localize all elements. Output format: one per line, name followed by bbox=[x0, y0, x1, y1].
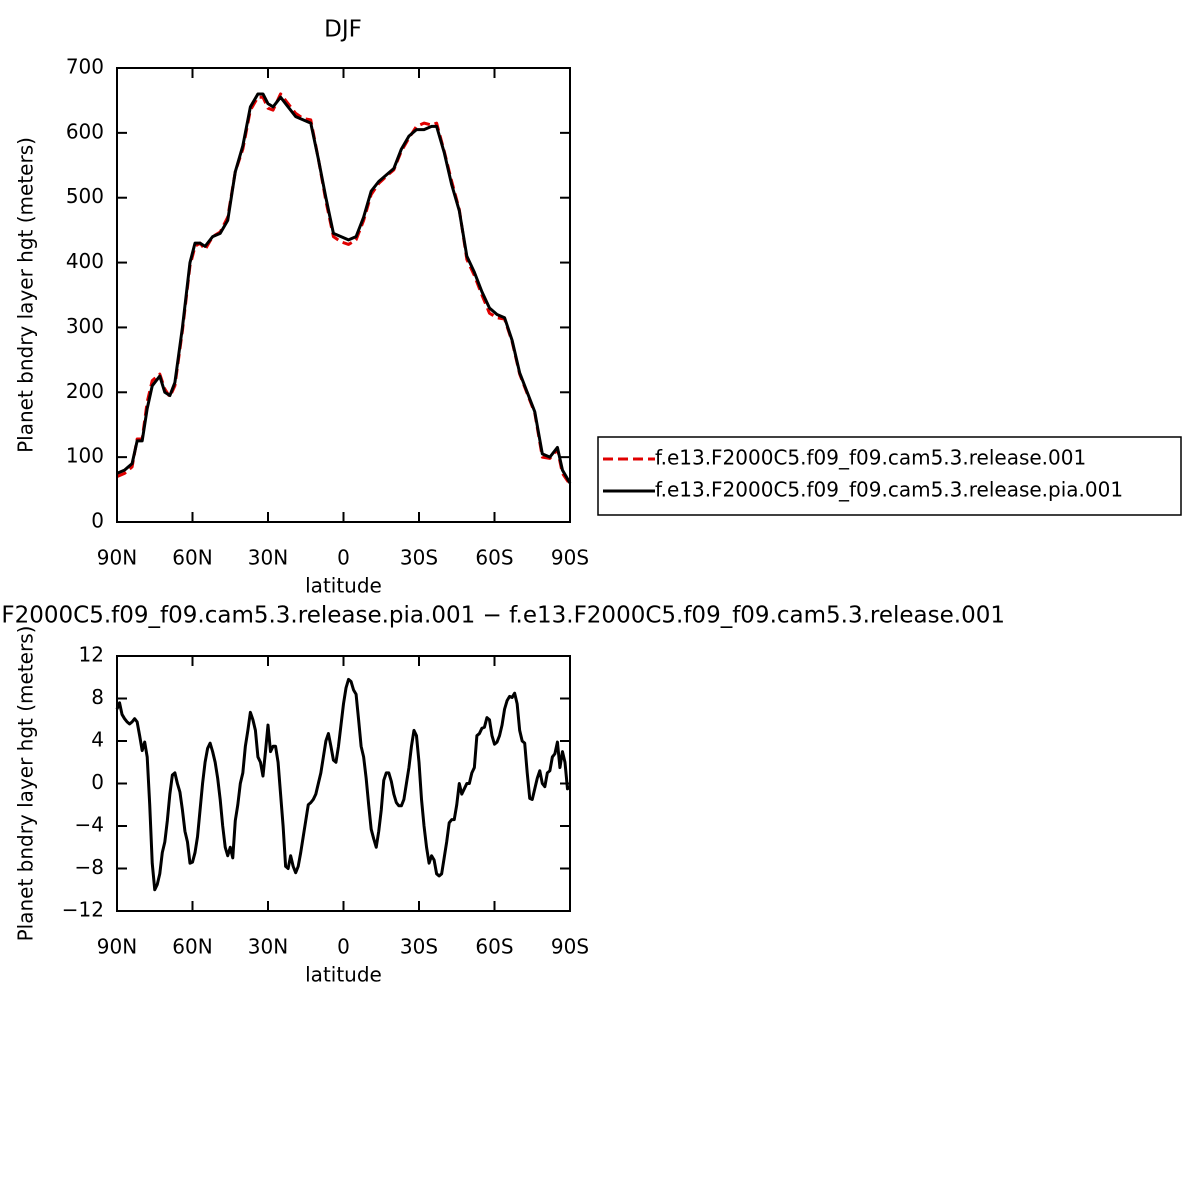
x-tick-label: 60N bbox=[172, 546, 212, 570]
x-tick-label: 90N bbox=[97, 935, 137, 959]
x-tick-label: 30S bbox=[400, 935, 438, 959]
y-tick-label: 4 bbox=[91, 728, 104, 752]
y-tick-label: 8 bbox=[91, 685, 104, 709]
legend-label: f.e13.F2000C5.f09_f09.cam5.3.release.001 bbox=[655, 446, 1086, 470]
y-tick-label: −4 bbox=[75, 813, 104, 837]
plot-frame bbox=[116, 655, 571, 912]
x-axis-label: latitude bbox=[305, 574, 382, 598]
x-tick-label: 90N bbox=[97, 546, 137, 570]
x-tick-label: 0 bbox=[337, 935, 350, 959]
x-tick-label: 60S bbox=[475, 546, 513, 570]
data-line bbox=[116, 92, 572, 484]
chart-title: f.e13.F2000C5.f09_f09.cam5.3.release.pia… bbox=[0, 603, 1005, 629]
y-tick-label: 12 bbox=[79, 643, 104, 667]
y-tick-label: 100 bbox=[66, 444, 104, 468]
y-axis-label: Planet bndry layer hgt (meters) bbox=[14, 626, 38, 942]
y-tick-label: 300 bbox=[66, 314, 104, 338]
y-tick-label: 0 bbox=[91, 509, 104, 533]
y-tick-label: 500 bbox=[66, 184, 104, 208]
data-line bbox=[116, 92, 572, 486]
y-tick-label: −8 bbox=[75, 855, 104, 879]
legend-box bbox=[597, 436, 1182, 516]
x-tick-label: 30N bbox=[248, 546, 288, 570]
y-tick-label: 0 bbox=[91, 770, 104, 794]
y-tick-label: 600 bbox=[66, 119, 104, 143]
y-tick-label: 200 bbox=[66, 379, 104, 403]
chart-title: DJF bbox=[324, 17, 362, 43]
legend-label: f.e13.F2000C5.f09_f09.cam5.3.release.pia… bbox=[655, 478, 1123, 502]
x-tick-label: 90S bbox=[551, 546, 589, 570]
x-tick-label: 90S bbox=[551, 935, 589, 959]
y-tick-label: −12 bbox=[62, 898, 104, 922]
x-tick-label: 60S bbox=[475, 935, 513, 959]
y-axis-label: Planet bndry layer hgt (meters) bbox=[14, 137, 38, 453]
y-tick-label: 700 bbox=[66, 55, 104, 79]
x-axis-label: latitude bbox=[305, 963, 382, 987]
x-tick-label: 60N bbox=[172, 935, 212, 959]
x-tick-label: 0 bbox=[337, 546, 350, 570]
x-tick-label: 30N bbox=[248, 935, 288, 959]
plot-frame bbox=[116, 67, 571, 523]
x-tick-label: 30S bbox=[400, 546, 438, 570]
y-tick-label: 400 bbox=[66, 249, 104, 273]
data-line bbox=[115, 677, 571, 892]
